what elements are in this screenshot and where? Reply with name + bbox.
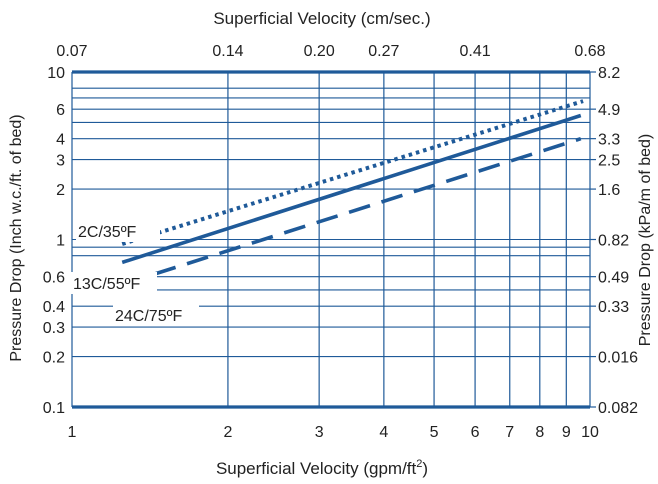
y-left-tick-label: 1 xyxy=(56,233,65,250)
x-top-tick-label: 0.27 xyxy=(368,43,399,60)
y-left-tick-label: 0.3 xyxy=(43,320,65,337)
y-left-tick-label: 0.2 xyxy=(43,350,65,367)
x-tick-label: 1 xyxy=(68,424,77,441)
x-top-tick-label: 0.68 xyxy=(574,43,605,60)
x-tick-label: 8 xyxy=(535,424,544,441)
y-right-tick-label: 4.9 xyxy=(598,102,620,119)
legend-label-24c: 24C/75ºF xyxy=(115,308,182,325)
x-tick-label: 3 xyxy=(315,424,324,441)
series-line-dotted xyxy=(121,99,584,246)
y-left-tick-label: 6 xyxy=(56,102,65,119)
y-right-tick-label: 2.5 xyxy=(598,153,620,170)
y-left-tick-label: 0.1 xyxy=(43,400,65,417)
y-left-tick-label: 2 xyxy=(56,182,65,199)
x-tick-label: 6 xyxy=(471,424,480,441)
legend-label-group: 2C/35ºF 13C/55ºF 24C/75ºF xyxy=(71,220,199,326)
y-right-tick-label: 3.3 xyxy=(598,132,620,149)
series-layer xyxy=(121,99,584,287)
y-left-tick-label: 10 xyxy=(47,65,65,82)
right-axis-title: Pressure Drop (kPa/m of bed) xyxy=(637,134,654,347)
legend-label-2c-background xyxy=(76,220,160,242)
x-tick-label: 7 xyxy=(505,424,514,441)
y-right-tick-label: 8.2 xyxy=(598,65,620,82)
legend-label-13c: 13C/55ºF xyxy=(73,276,140,293)
series-line-solid xyxy=(121,113,582,265)
grid-layer xyxy=(71,70,596,409)
bottom-axis-title-text: Superficial Velocity (gpm/ft xyxy=(216,459,417,478)
x-tick-label: 2 xyxy=(223,424,232,441)
y-left-tick-label: 3 xyxy=(56,153,65,170)
y-left-tick-label: 4 xyxy=(56,132,65,149)
y-right-tick-label: 1.6 xyxy=(598,182,620,199)
legend-label-24c-background xyxy=(113,304,199,326)
legend-label-13c-background xyxy=(71,272,157,294)
y-left-tick-label: 0.4 xyxy=(43,299,65,316)
x-top-tick-label: 0.41 xyxy=(460,43,491,60)
y-right-tick-label: 0.82 xyxy=(598,233,629,250)
top-axis-title: Superficial Velocity (cm/sec.) xyxy=(213,9,430,28)
x-top-tick-label: 0.14 xyxy=(212,43,243,60)
left-axis-title: Pressure Drop (Inch w.c./ft. of bed) xyxy=(8,114,25,361)
x-top-tick-label: 0.20 xyxy=(304,43,335,60)
x-tick-label: 9 xyxy=(562,424,571,441)
tick-labels: 1 2 3 4 5 6 7 8 9 100.07 0.14 0.20 0.27 0.41 0.6810643… xyxy=(43,43,638,441)
bottom-axis-title-superscript: 2 xyxy=(416,458,422,470)
x-tick-label: 10 xyxy=(581,424,599,441)
y-right-tick-label: 0.016 xyxy=(598,350,638,367)
legend-label-2c: 2C/35ºF xyxy=(78,224,137,241)
y-left-tick-label: 0.6 xyxy=(43,270,65,287)
y-right-tick-label: 0.49 xyxy=(598,270,629,287)
bottom-axis-title-close: ) xyxy=(422,459,428,478)
y-right-tick-label: 0.33 xyxy=(598,299,629,316)
y-right-tick-label: 0.082 xyxy=(598,400,638,417)
x-tick-label: 5 xyxy=(430,424,439,441)
x-tick-label: 4 xyxy=(379,424,388,441)
series-line-dashed xyxy=(121,136,582,287)
x-top-tick-label: 0.07 xyxy=(56,43,87,60)
bottom-axis-title: Superficial Velocity (gpm/ft2) xyxy=(216,458,428,478)
